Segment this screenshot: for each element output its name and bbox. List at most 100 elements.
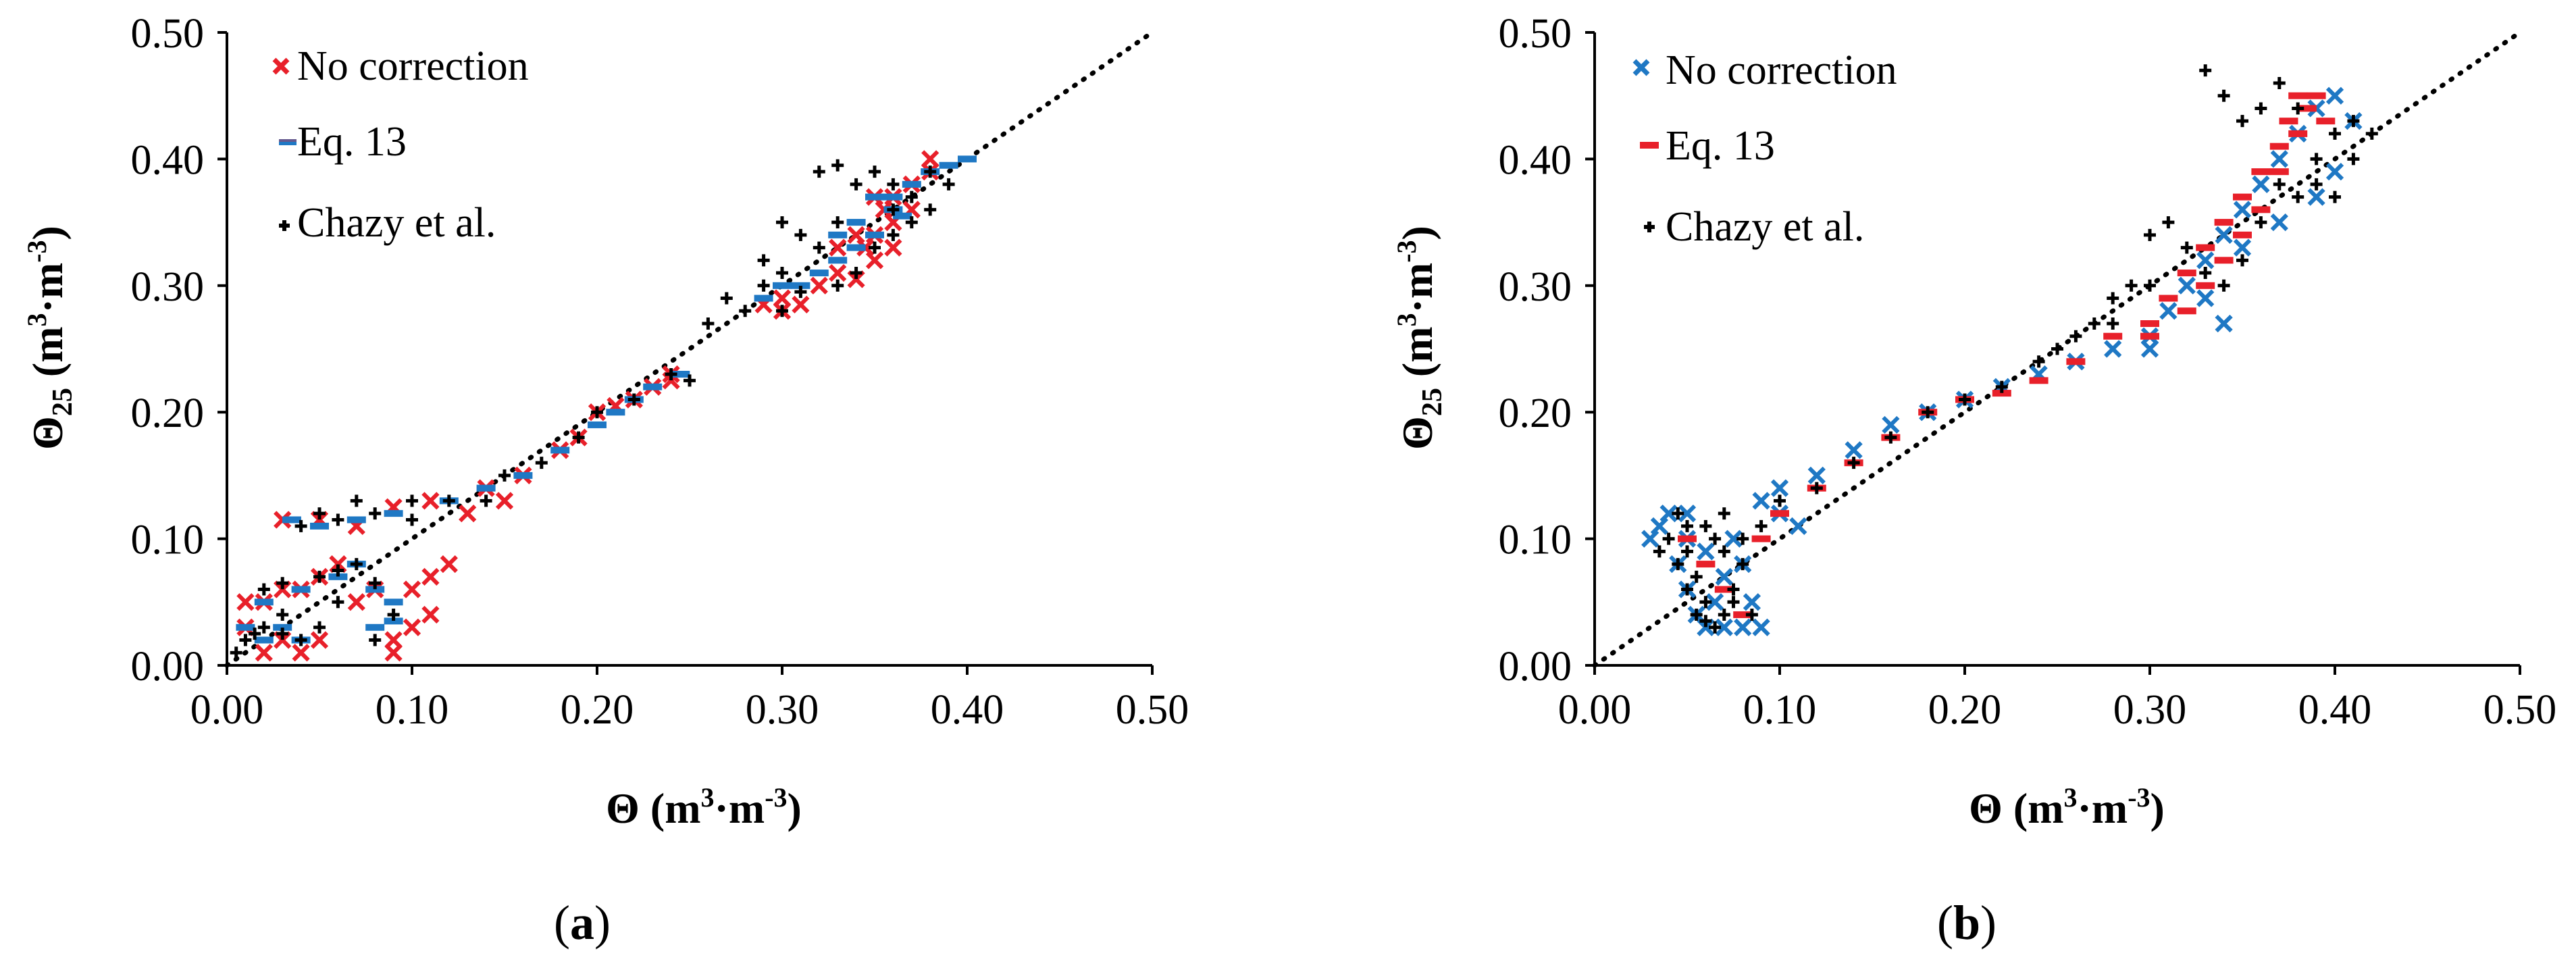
data-point — [332, 596, 344, 609]
data-point — [831, 216, 844, 229]
panel-a-plot-layer: 0.00 0.10 0.20 0.30 0.40 0.50 0.00 0.10 0.20 0.30… — [131, 11, 1189, 733]
y-tick-label: 0.50 — [1499, 11, 1572, 57]
data-point — [720, 292, 733, 305]
data-point — [2196, 244, 2215, 251]
data-point — [421, 492, 440, 510]
data-point — [254, 636, 274, 644]
data-point — [847, 226, 865, 244]
data-point — [2140, 320, 2159, 328]
data-point — [865, 193, 884, 201]
data-point — [846, 244, 866, 251]
data-point — [1847, 457, 1860, 469]
data-point — [276, 609, 289, 621]
data-point — [347, 593, 365, 611]
data-point — [2107, 292, 2119, 305]
data-point — [850, 267, 862, 280]
data-point — [1690, 570, 1703, 583]
data-point — [1705, 593, 1724, 611]
data-point — [884, 238, 902, 257]
data-point — [2316, 118, 2336, 125]
data-point — [1745, 609, 1758, 621]
data-point — [2144, 228, 2156, 241]
legend-label-no-correction: No correction — [1666, 47, 1897, 93]
data-point — [1678, 535, 1697, 542]
data-point — [2310, 153, 2323, 165]
x-tick-label: 0.30 — [2113, 687, 2187, 733]
data-point — [665, 367, 677, 380]
data-point — [1699, 596, 1712, 609]
data-point — [440, 555, 458, 573]
data-point — [365, 623, 385, 631]
data-point — [2029, 377, 2049, 384]
data-point — [1681, 519, 1693, 532]
data-point — [2297, 105, 2317, 112]
y-tick-label: 0.00 — [131, 644, 205, 690]
data-point — [2329, 127, 2341, 140]
y-tick-label: 0.30 — [131, 264, 205, 310]
legend-marker-no-correction — [272, 57, 290, 75]
data-point — [2251, 168, 2271, 176]
y-tick-label: 0.40 — [1499, 137, 1572, 183]
data-point — [310, 631, 329, 649]
data-point — [292, 644, 310, 662]
data-point — [1681, 583, 1693, 596]
x-tick-label: 0.20 — [561, 687, 634, 733]
data-point — [276, 577, 289, 590]
x-tick-label: 0.40 — [931, 687, 1004, 733]
data-point — [1653, 545, 1666, 558]
data-point — [2180, 241, 2193, 254]
data-point — [406, 494, 418, 507]
series-chazy-et-al- — [1653, 64, 2378, 634]
panel-b-x-axis-title: Θ (m3·m-3) — [1969, 782, 2165, 832]
data-point — [2307, 92, 2326, 99]
data-point — [1752, 618, 1770, 636]
panel-a-chart: 0.00 0.10 0.20 0.30 0.40 0.50 0.00 0.10 0.20 0.30… — [22, 11, 1189, 950]
data-point — [550, 446, 570, 454]
data-point — [276, 628, 289, 640]
data-point — [2252, 175, 2270, 194]
data-point — [387, 609, 400, 621]
data-point — [1995, 380, 2008, 393]
data-point — [369, 507, 382, 520]
data-point — [1681, 545, 1693, 558]
y-tick-label: 0.00 — [1499, 644, 1572, 690]
data-point — [1733, 611, 1753, 619]
y-tick-label: 0.20 — [1499, 390, 1572, 436]
data-point — [2236, 254, 2248, 267]
data-point — [1718, 545, 1730, 558]
data-point — [2269, 168, 2289, 176]
data-point — [2069, 330, 2082, 342]
data-point — [2196, 289, 2215, 307]
x-tick-label: 0.10 — [1743, 687, 1817, 733]
data-point — [369, 577, 382, 590]
data-point — [794, 286, 807, 299]
panel-b-label: (b) — [1937, 896, 1997, 950]
data-point — [869, 241, 881, 254]
data-point — [459, 504, 477, 523]
data-point — [792, 295, 810, 314]
data-point — [1699, 519, 1712, 532]
data-point — [2178, 276, 2196, 295]
data-point — [2051, 342, 2063, 355]
data-point — [2214, 257, 2234, 264]
data-point — [773, 282, 792, 289]
data-point — [495, 492, 514, 510]
x-tick-label: 0.40 — [2298, 687, 2372, 733]
data-point — [829, 263, 847, 282]
legend-label-chazy: Chazy et al. — [1666, 204, 1864, 250]
data-point — [254, 598, 274, 606]
data-point — [921, 150, 939, 168]
data-point — [1709, 532, 1722, 545]
data-point — [887, 228, 900, 241]
data-point — [813, 165, 825, 178]
data-point — [1922, 406, 1934, 419]
data-point — [1736, 558, 1749, 571]
data-point — [294, 634, 307, 646]
data-point — [739, 305, 752, 317]
data-point — [384, 510, 403, 517]
data-point — [535, 457, 548, 469]
data-point — [1774, 494, 1786, 507]
data-point — [236, 593, 255, 611]
data-point — [230, 646, 242, 659]
